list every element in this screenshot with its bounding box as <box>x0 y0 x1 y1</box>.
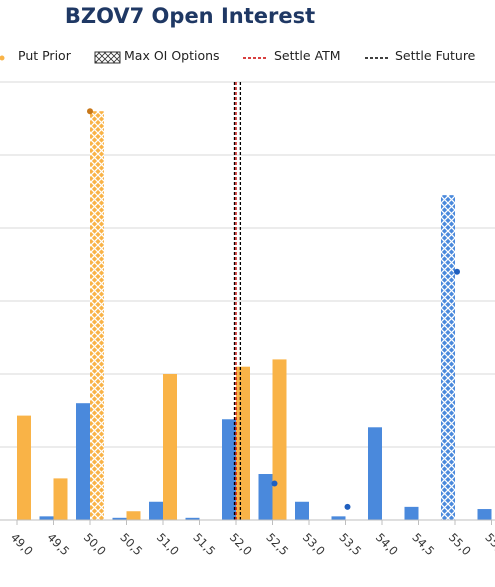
call-prior-point <box>271 480 278 487</box>
x-tick-label: 55,0 <box>446 530 474 558</box>
put-bar <box>272 359 287 520</box>
chart-legend: Put Prior Max OI Options Settle ATM Sett… <box>0 44 495 72</box>
call-bar <box>39 516 54 520</box>
put-bar <box>17 415 31 520</box>
x-axis: 49,0 49,5 50,0 50,5 51,0 51,5 52,0 52,5 53,0 53,5… <box>0 519 495 558</box>
put-bar <box>126 511 141 520</box>
x-tick-label: 54,0 <box>373 530 401 558</box>
legend-label-max-oi: Max OI Options <box>124 48 220 63</box>
legend-label-settle-future: Settle Future <box>395 48 476 63</box>
chart-title: BZOV7 Open Interest <box>64 4 316 28</box>
x-tick-label: 51,0 <box>154 530 182 558</box>
call-bar <box>112 517 127 520</box>
put-prior-point <box>87 108 93 115</box>
prior-markers <box>87 108 460 510</box>
x-tick-label: 53,0 <box>300 530 328 558</box>
legend-put-prior-marker <box>0 55 5 61</box>
call-bar <box>441 195 455 520</box>
x-tick-label: 51,5 <box>190 530 218 558</box>
call-bar <box>404 506 419 520</box>
x-tick-label: 52,0 <box>227 530 255 558</box>
settle-lines <box>233 82 242 520</box>
put-bar <box>163 374 177 520</box>
legend-label-settle-atm: Settle ATM <box>274 48 341 63</box>
call-bar <box>331 516 346 520</box>
x-tick-label: 54,5 <box>409 530 437 558</box>
x-tick-label: 52,5 <box>263 530 291 558</box>
call-bar <box>76 403 90 520</box>
call-bar <box>477 509 492 520</box>
call-prior-point <box>454 268 460 275</box>
x-tick-label: 55,5 <box>482 530 495 558</box>
legend-markers <box>0 51 390 64</box>
call-bar <box>258 474 273 520</box>
x-tick-label: 50,0 <box>81 530 109 558</box>
call-bar <box>368 427 382 520</box>
x-tick-label: 49,5 <box>44 530 72 558</box>
call-bar <box>295 501 309 520</box>
x-tick-label: 53,5 <box>336 530 364 558</box>
put-bar <box>236 366 250 520</box>
put-bar <box>53 478 68 520</box>
call-bar <box>222 419 236 520</box>
x-tick-label: 50,5 <box>117 530 145 558</box>
put-bar <box>90 111 104 520</box>
call-bar <box>185 517 200 520</box>
x-tick-label: 49,0 <box>8 530 36 558</box>
bars <box>17 111 492 520</box>
call-prior-point <box>344 503 351 510</box>
call-bar <box>149 501 163 520</box>
legend-label-put-prior: Put Prior <box>18 48 71 63</box>
legend-max-oi-swatch <box>94 51 121 64</box>
